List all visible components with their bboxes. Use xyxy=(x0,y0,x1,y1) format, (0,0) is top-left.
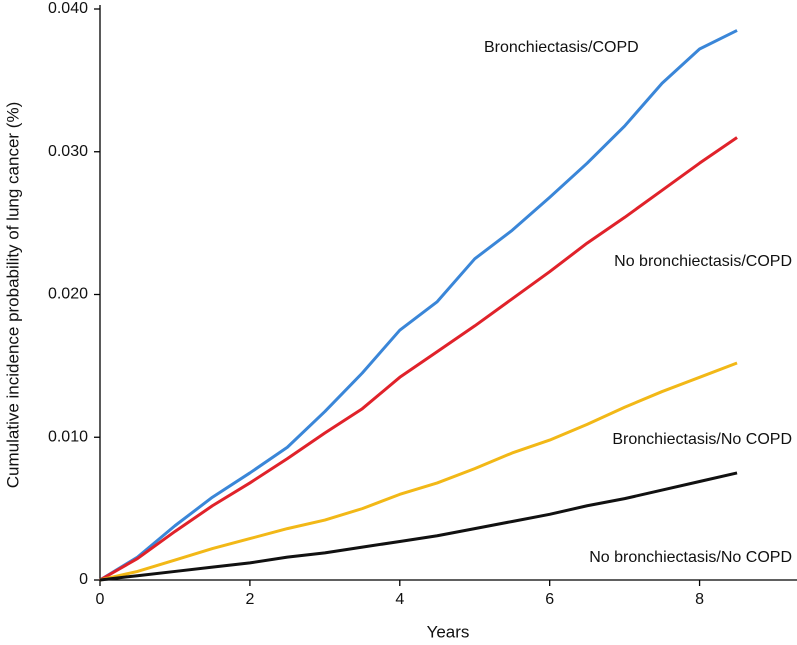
y-tick-label: 0.040 xyxy=(48,0,88,17)
series-label: Bronchiectasis/COPD xyxy=(484,39,639,56)
series-line xyxy=(99,361,738,582)
y-tick-label: 0 xyxy=(79,571,88,588)
x-axis-title: Years xyxy=(427,622,470,641)
series-line xyxy=(99,471,738,582)
y-tick-label: 0.010 xyxy=(48,428,88,445)
series-label: Bronchiectasis/No COPD xyxy=(612,431,792,448)
x-tick-label: 6 xyxy=(545,591,554,608)
series-label: No bronchiectasis/COPD xyxy=(614,253,792,270)
x-tick-label: 4 xyxy=(395,591,404,608)
x-tick-label: 2 xyxy=(245,591,254,608)
series-line xyxy=(99,29,738,582)
series-label: No bronchiectasis/No COPD xyxy=(589,549,792,566)
y-axis-title: Cumulative incidence probability of lung… xyxy=(3,102,22,488)
y-tick-label: 0.020 xyxy=(48,286,88,303)
y-tick-label: 0.030 xyxy=(48,143,88,160)
x-tick-label: 8 xyxy=(695,591,704,608)
x-tick-label: 0 xyxy=(96,591,105,608)
series-line xyxy=(99,136,738,582)
